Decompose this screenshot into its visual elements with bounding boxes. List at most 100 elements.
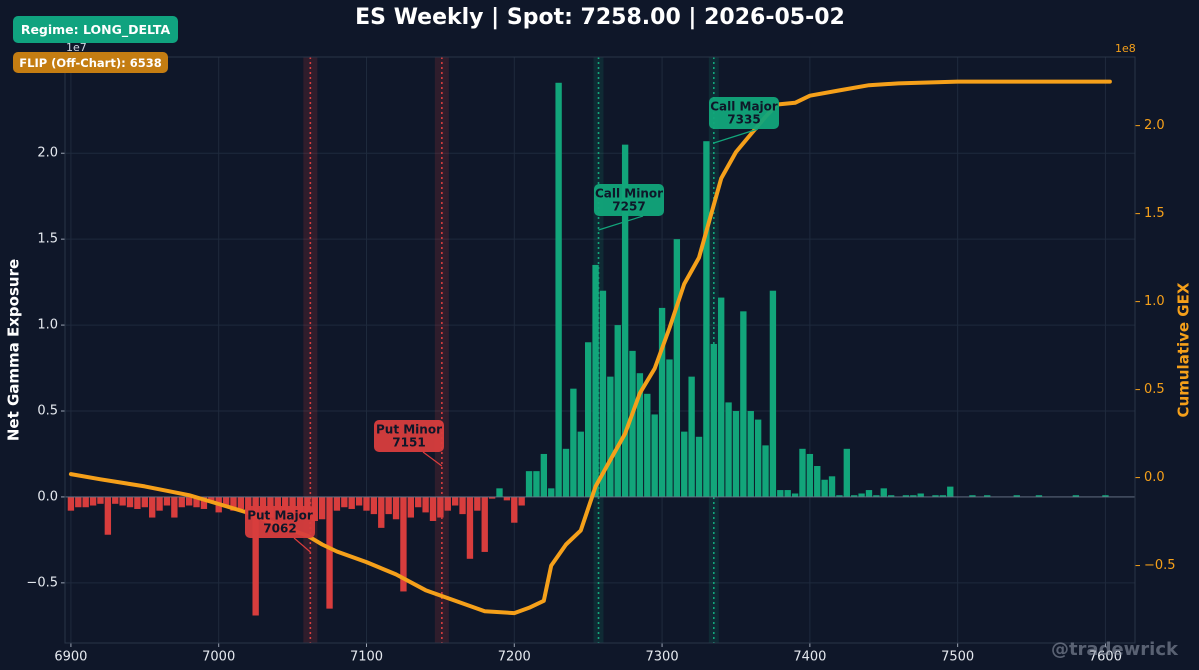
bar	[1013, 495, 1020, 497]
bar	[474, 496, 481, 511]
annotation-label: Put Minor	[376, 423, 442, 437]
bar	[754, 419, 762, 497]
bar	[917, 493, 924, 497]
bar	[511, 496, 518, 523]
chart-title: ES Weekly | Spot: 7258.00 | 2026-05-02	[355, 5, 845, 30]
bar	[902, 495, 910, 497]
y2-tick-label: 2.0	[1144, 118, 1165, 133]
bar	[703, 141, 710, 497]
bar	[488, 496, 496, 499]
bar	[858, 493, 865, 497]
watermark: @tradewrick	[1051, 639, 1179, 660]
bar	[599, 290, 607, 497]
bar	[1072, 495, 1080, 497]
bar	[459, 496, 466, 515]
bar	[429, 496, 437, 521]
y-tick-label: 1.5	[37, 232, 58, 247]
bar	[296, 496, 304, 515]
y-tick-label: 1.0	[37, 318, 58, 333]
plot-frame	[64, 56, 1136, 644]
bar	[82, 496, 89, 508]
bar	[658, 307, 666, 497]
bar	[326, 496, 333, 609]
bar	[710, 343, 717, 497]
bar	[887, 495, 895, 497]
bar	[208, 496, 215, 503]
bar	[1035, 495, 1043, 497]
bar	[651, 414, 658, 497]
bar	[311, 496, 318, 521]
x-tick-label: 7000	[202, 650, 235, 665]
bar	[496, 488, 503, 497]
bar	[355, 496, 363, 506]
bar	[681, 431, 688, 497]
bar	[762, 445, 769, 497]
bar	[984, 495, 991, 497]
badge	[13, 16, 178, 43]
bar	[747, 411, 754, 497]
bar	[392, 496, 400, 520]
x-tick-label: 7500	[941, 650, 974, 665]
bar	[688, 376, 695, 497]
bar	[75, 496, 82, 508]
y-tick-label: −0.5	[26, 575, 58, 590]
y-offset-label: 1e7	[66, 41, 87, 54]
bar	[548, 488, 555, 497]
y-tick-label: 2.0	[37, 146, 58, 161]
bar	[584, 342, 592, 497]
x-tick-label: 7100	[350, 650, 383, 665]
bar	[518, 496, 525, 506]
bar	[644, 393, 651, 497]
badge-text: FLIP (Off-Chart): 6538	[19, 56, 161, 70]
bar	[525, 471, 533, 497]
annotation-value: 7257	[612, 200, 645, 214]
y2-tick-label: 0.0	[1144, 470, 1165, 485]
bar	[836, 495, 843, 497]
annotation-box	[594, 184, 664, 216]
bar	[666, 359, 673, 497]
bar	[555, 82, 562, 497]
bar	[400, 496, 407, 592]
bar	[629, 350, 636, 497]
bar	[806, 453, 814, 497]
y-tick-label: 0.0	[37, 489, 58, 504]
bar	[910, 495, 917, 497]
bar	[178, 496, 185, 508]
x-tick-label: 7400	[793, 650, 826, 665]
annotation-connector	[598, 215, 644, 231]
bar	[1102, 495, 1109, 497]
annotation-connector	[422, 451, 443, 467]
bar	[89, 496, 97, 506]
bar	[732, 411, 740, 497]
bar	[562, 448, 570, 497]
bar	[880, 488, 887, 497]
bar	[193, 496, 200, 508]
bar	[378, 496, 385, 528]
bar	[592, 264, 599, 497]
bar	[718, 297, 725, 497]
bar	[570, 388, 577, 497]
annotation-box	[374, 420, 444, 452]
bar	[725, 402, 732, 497]
bar	[540, 453, 548, 497]
plot-area	[65, 57, 1135, 643]
bar	[370, 496, 378, 515]
badge	[13, 52, 168, 73]
annotation-label: Call Major	[710, 100, 778, 114]
bar	[67, 496, 75, 511]
y2-axis-label: Cumulative GEX	[1175, 282, 1193, 417]
bar	[740, 311, 747, 497]
bar	[245, 496, 252, 515]
bar	[437, 496, 444, 518]
bar	[533, 471, 540, 497]
x-tick-label: 6900	[54, 650, 87, 665]
y-axis-label: Net Gamma Exposure	[5, 259, 23, 441]
bar	[97, 496, 104, 504]
bar	[614, 325, 621, 497]
annotation-value: 7062	[263, 522, 296, 536]
bar	[230, 496, 237, 511]
bar	[274, 496, 281, 511]
bar	[104, 496, 112, 535]
bar	[769, 290, 777, 497]
